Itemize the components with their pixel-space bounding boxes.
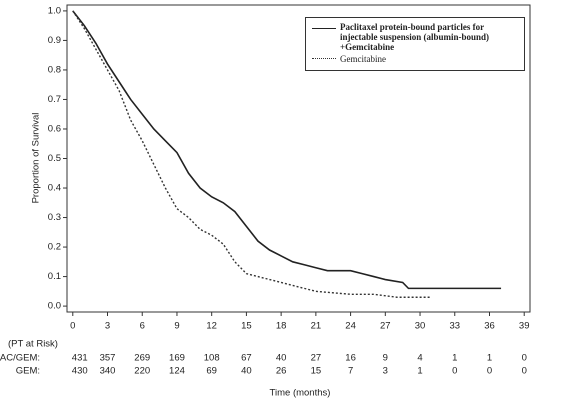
at-risk-count: 269 [134, 353, 150, 364]
survival-curve [72, 10, 502, 290]
y-tick-label: 0.7 [48, 94, 61, 105]
x-axis-label: Time (months) [270, 388, 331, 399]
at-risk-count: 340 [100, 366, 116, 377]
at-risk-count: 4 [417, 353, 422, 364]
x-tick-label: 21 [311, 321, 322, 332]
y-tick-label: 1.0 [48, 5, 61, 16]
at-risk-count: 3 [383, 366, 388, 377]
survival-curve [72, 10, 432, 298]
y-tick-label: 0.5 [48, 153, 61, 164]
at-risk-count: 220 [134, 366, 150, 377]
x-tick-label: 18 [276, 321, 287, 332]
x-tick-label: 24 [345, 321, 356, 332]
x-tick-label: 12 [206, 321, 217, 332]
at-risk-count: 40 [241, 366, 252, 377]
y-tick-label: 0.0 [48, 301, 61, 312]
legend: Paclitaxel protein-bound particles for i… [305, 17, 525, 71]
y-axis-label: Proportion of Survival [31, 113, 42, 204]
at-risk-count: 0 [522, 353, 527, 364]
legend-swatch [312, 58, 336, 59]
x-tick-label: 0 [70, 321, 75, 332]
y-tick-label: 0.6 [48, 123, 61, 134]
y-tick-label: 0.1 [48, 271, 61, 282]
at-risk-count: 40 [276, 353, 287, 364]
at-risk-count: 67 [241, 353, 252, 364]
at-risk-title: (PT at Risk) [8, 339, 58, 350]
at-risk-count: 1 [487, 353, 492, 364]
at-risk-count: 108 [204, 353, 220, 364]
at-risk-label: PAC/GEM: [0, 353, 40, 364]
at-risk-count: 7 [348, 366, 353, 377]
at-risk-count: 0 [452, 366, 457, 377]
x-tick-label: 30 [415, 321, 426, 332]
at-risk-count: 124 [169, 366, 185, 377]
y-tick-label: 0.4 [48, 183, 61, 194]
legend-label: Gemcitabine [340, 54, 386, 64]
at-risk-count: 16 [345, 353, 356, 364]
x-tick-label: 9 [174, 321, 179, 332]
at-risk-count: 27 [311, 353, 322, 364]
at-risk-count: 1 [452, 353, 457, 364]
at-risk-count: 26 [276, 366, 287, 377]
at-risk-count: 357 [100, 353, 116, 364]
y-tick-label: 0.2 [48, 242, 61, 253]
at-risk-count: 0 [522, 366, 527, 377]
x-tick-label: 15 [241, 321, 252, 332]
x-tick-label: 39 [519, 321, 530, 332]
at-risk-count: 69 [206, 366, 217, 377]
at-risk-count: 431 [72, 353, 88, 364]
x-tick-label: 33 [449, 321, 460, 332]
y-tick-label: 0.3 [48, 212, 61, 223]
x-tick-label: 3 [105, 321, 110, 332]
at-risk-count: 9 [383, 353, 388, 364]
legend-swatch [312, 28, 336, 29]
at-risk-count: 1 [417, 366, 422, 377]
y-tick-label: 0.9 [48, 35, 61, 46]
x-tick-label: 6 [140, 321, 145, 332]
x-tick-label: 36 [484, 321, 495, 332]
legend-label: Paclitaxel protein-bound particles for i… [340, 22, 490, 52]
y-tick-label: 0.8 [48, 64, 61, 75]
at-risk-count: 15 [311, 366, 322, 377]
x-tick-label: 27 [380, 321, 391, 332]
at-risk-count: 169 [169, 353, 185, 364]
at-risk-label: GEM: [16, 366, 40, 377]
at-risk-count: 430 [72, 366, 88, 377]
at-risk-count: 0 [487, 366, 492, 377]
